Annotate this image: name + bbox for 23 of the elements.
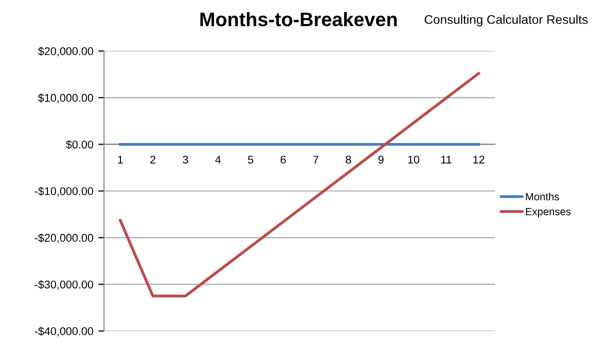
y-tick-label: -$20,000.00 [34, 233, 94, 244]
y-tick-label: $0.00 [66, 140, 94, 150]
y-tick-label: $20,000.00 [38, 46, 94, 56]
legend-label: Months [526, 192, 559, 200]
x-tick-label: 8 [346, 156, 351, 164]
y-tick-label: -$40,000.00 [34, 326, 94, 336]
legend-label: Expenses [526, 208, 571, 218]
x-tick-label: 4 [215, 156, 221, 164]
x-tick-label: 11 [441, 156, 452, 164]
x-tick-label: 2 [150, 156, 156, 164]
x-tick-label: 3 [182, 156, 188, 164]
x-tick-label: 6 [280, 156, 286, 164]
x-tick-label: 5 [248, 156, 254, 164]
x-tick-label: 10 [408, 156, 420, 164]
x-tick-label: 7 [313, 156, 318, 164]
text: Consulting Calculator Results [424, 14, 588, 26]
x-tick-label: 9 [378, 156, 384, 164]
x-tick-label: 12 [473, 156, 484, 164]
chart-title: Months-to-Breakeven [200, 12, 397, 26]
x-tick-label: 1 [118, 156, 123, 164]
y-tick-label: -$30,000.00 [34, 280, 94, 290]
y-tick-label: -$10,000.00 [34, 186, 94, 196]
y-tick-label: $10,000.00 [38, 93, 94, 104]
